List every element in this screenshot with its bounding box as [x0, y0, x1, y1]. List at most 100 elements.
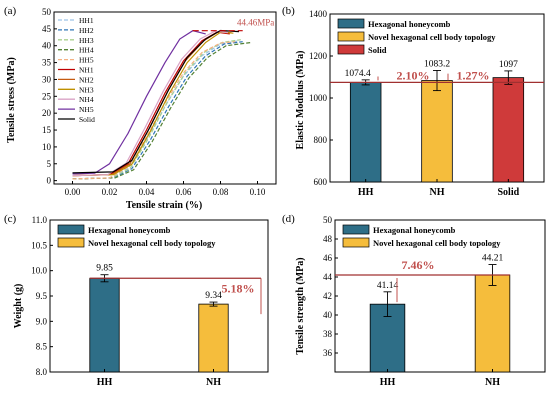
chart-a-ytick-label: 30: [42, 74, 52, 84]
chart-c-bar-hh: [89, 277, 120, 373]
chart-c-legend-label: Hexagonal honeycomb: [88, 225, 171, 235]
chart-b-legend-label: Solid: [368, 45, 387, 55]
chart-a-xtick-label: 0.00: [65, 187, 81, 197]
chart-c-xtick-label: NH: [206, 377, 221, 388]
chart-d-ytick-label: 42: [323, 291, 332, 301]
chart-b-ytick-label: 1000: [309, 93, 328, 103]
chart-a-series-line-nh2: [72, 30, 232, 177]
chart-d-ytick-label: 36: [323, 348, 333, 358]
chart-c-weight: Weight (g) 8.0 8.5 9.0 9.5 10.0 10.5 11.0 9.85 H…: [13, 215, 269, 388]
chart-a-xtick-label: 0.08: [213, 187, 229, 197]
chart-b-ylabel: Elastic Modulus (MPa): [295, 51, 306, 150]
chart-c-ytick-label: 8.0: [36, 367, 48, 377]
chart-c-xtick-label: HH: [97, 377, 113, 388]
chart-d-value-label: 44.21: [482, 254, 504, 264]
chart-a-series-line-nh3: [72, 31, 234, 177]
chart-a-legend-label: NH2: [79, 75, 94, 84]
chart-c-legend-swatch: [57, 224, 85, 235]
chart-c-percent-label: 5.18%: [222, 281, 255, 295]
chart-d-legend-swatch: [342, 237, 370, 248]
chart-a-xtick-label: 0.02: [102, 187, 118, 197]
chart-d-percent-label: 7.46%: [402, 258, 435, 272]
chart-c-ylabel: Weight (g): [13, 284, 24, 329]
chart-d-legend-label: Hexagonal honeycomb: [373, 225, 456, 235]
chart-c-legend-swatch: [57, 237, 85, 248]
chart-a-legend-label: NH1: [79, 66, 94, 75]
panel-label-d: (d): [282, 213, 295, 225]
chart-d-tensile-strength: Tensile strength (MPa) 36 38 40 42 44 46 48 50 4…: [295, 215, 546, 388]
chart-c-ytick-label: 9.5: [36, 291, 48, 301]
chart-b-ytick-label: 600: [314, 177, 328, 187]
chart-a-series-line-hh2: [72, 41, 243, 180]
chart-a-frame: [53, 11, 277, 185]
chart-b-percent-label: 2.10%: [397, 68, 430, 82]
panel-label-a: (a): [4, 5, 17, 17]
chart-b-legend-swatch: [337, 18, 365, 29]
chart-c-ytick-label: 10.0: [31, 266, 47, 276]
chart-a-legend-label: NH5: [79, 105, 94, 114]
chart-d-xtick-label: NH: [485, 377, 500, 388]
chart-b-value-label: 1097: [499, 60, 518, 70]
chart-c-ytick-label: 9.0: [36, 316, 48, 326]
chart-c-ytick-label: 11.0: [32, 215, 48, 225]
chart-a-legend-label: NH3: [79, 85, 94, 94]
chart-c-ytick-label: 10.5: [31, 240, 47, 250]
chart-b-bar-nh: [421, 80, 453, 183]
chart-c-value-label: 9.34: [205, 291, 222, 301]
chart-d-xtick-label: HH: [380, 377, 396, 388]
chart-b-legend-label: Novel hexagonal cell body topology: [368, 32, 496, 42]
chart-b-ytick-label: 1400: [309, 9, 328, 19]
chart-a-xtick-label: 0.06: [176, 187, 192, 197]
chart-a-xlabel: Tensile strain (%): [126, 200, 202, 211]
chart-d-ytick-label: 48: [323, 234, 333, 244]
chart-a-stress-strain: Tensile stress (MPa) Tensile strain (%) …: [6, 7, 277, 211]
chart-a-legend-label: HH3: [79, 36, 94, 45]
chart-a-ytick-label: 35: [42, 58, 52, 68]
chart-b-bar-hh: [349, 81, 382, 183]
chart-d-ytick-label: 38: [323, 329, 333, 339]
chart-b-elastic-modulus: Elastic Modulus (MPa) 600 800 1000 1200 1400…: [295, 9, 545, 198]
chart-a-ylabel: Tensile stress (MPa): [6, 57, 17, 143]
chart-c-legend-label: Novel hexagonal cell body topology: [88, 238, 216, 248]
chart-b-legend-label: Hexagonal honeycomb: [368, 19, 451, 29]
chart-a-legend-label: HH1: [79, 16, 94, 25]
chart-d-ylabel: Tensile strength (MPa): [295, 257, 306, 354]
chart-d-ytick-label: 46: [323, 253, 333, 263]
chart-d-ytick-label: 40: [323, 310, 333, 320]
chart-a-ytick-label: 50: [42, 7, 52, 17]
chart-a-series-line-solid: [72, 29, 240, 174]
chart-c-bar-nh: [198, 303, 229, 373]
chart-b-ytick-label: 800: [314, 135, 328, 145]
chart-d-legend-label: Novel hexagonal cell body topology: [373, 238, 501, 248]
chart-d-legend-swatch: [342, 224, 370, 235]
chart-d-bar-hh: [369, 303, 406, 373]
chart-b-bar-solid: [492, 77, 525, 183]
chart-a-series-line-nh5: [72, 30, 206, 175]
chart-a-ytick-label: 5: [47, 159, 52, 169]
chart-b-xtick-label: Solid: [497, 187, 519, 198]
chart-a-peak-annotation: 44.46MPa: [237, 18, 274, 28]
chart-a-series-line-nh1: [72, 31, 230, 177]
chart-a-legend-label: HH4: [79, 46, 94, 55]
chart-c-value-label: 9.85: [96, 264, 113, 274]
panel-label-b: (b): [282, 5, 295, 17]
chart-b-ytick-label: 1200: [309, 51, 328, 61]
chart-d-ytick-label: 44: [323, 272, 333, 282]
chart-d-bar-nh: [474, 274, 511, 373]
chart-a-series-line-hh1: [72, 40, 240, 180]
chart-a-xtick-label: 0.04: [139, 187, 155, 197]
chart-d-value-label: 41.14: [377, 281, 399, 291]
chart-b-xtick-label: HH: [358, 187, 374, 198]
chart-a-legend-label: HH5: [79, 56, 94, 65]
chart-b-legend-swatch: [337, 31, 365, 42]
chart-a-xtick-label: 0.10: [250, 187, 266, 197]
chart-a-ytick-label: 45: [42, 24, 52, 34]
panel-label-c: (c): [4, 213, 17, 225]
chart-a-series-line-nh4: [72, 30, 228, 177]
chart-a-ytick-label: 25: [42, 91, 52, 101]
chart-a-ytick-label: 20: [42, 108, 52, 118]
chart-a-ytick-label: 10: [42, 142, 52, 152]
chart-a-ytick-label: 40: [42, 41, 52, 51]
chart-a-ytick-label: 15: [42, 125, 52, 135]
